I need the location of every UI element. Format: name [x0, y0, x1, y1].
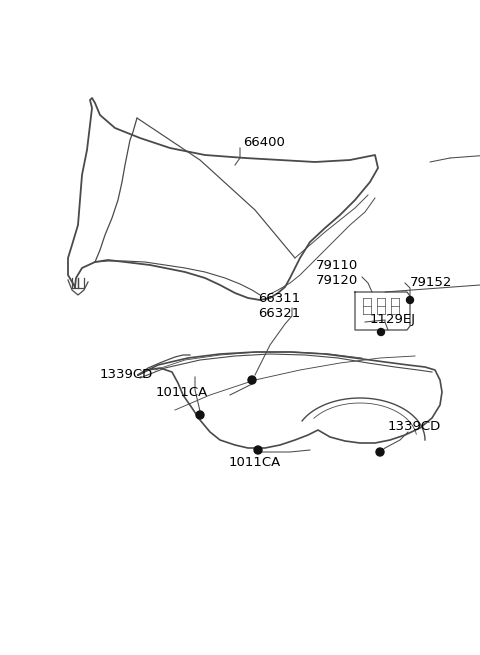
Text: 79110
79120: 79110 79120	[316, 259, 358, 287]
Text: 1011CA: 1011CA	[229, 455, 281, 468]
Circle shape	[377, 329, 384, 335]
Text: 66400: 66400	[243, 136, 285, 149]
Circle shape	[407, 297, 413, 303]
Text: 66311
66321: 66311 66321	[258, 292, 300, 320]
Text: 1339CD: 1339CD	[100, 369, 153, 381]
Circle shape	[248, 376, 256, 384]
Circle shape	[376, 448, 384, 456]
Text: 79152: 79152	[410, 276, 452, 288]
Circle shape	[196, 411, 204, 419]
Circle shape	[254, 446, 262, 454]
Text: 1339CD: 1339CD	[388, 419, 441, 432]
Text: 1129EJ: 1129EJ	[370, 314, 416, 326]
Text: 1011CA: 1011CA	[156, 386, 208, 400]
